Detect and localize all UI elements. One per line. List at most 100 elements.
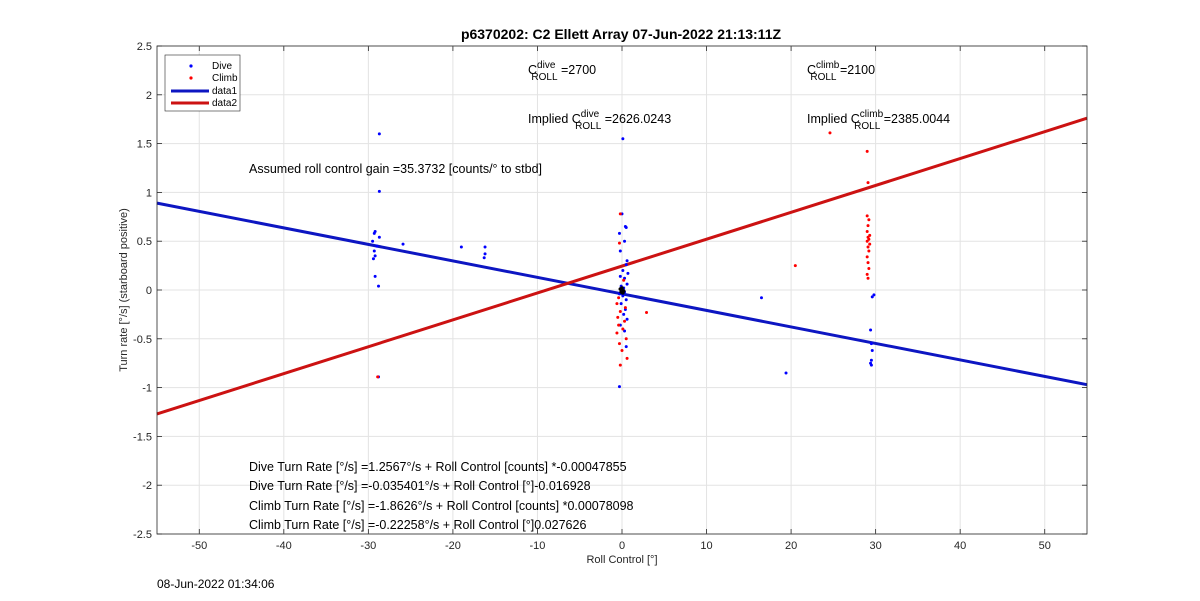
x-tick-label: 0	[619, 540, 625, 552]
climb-point	[376, 375, 380, 379]
climb-point	[618, 309, 622, 313]
climb-point	[867, 249, 871, 253]
dive-point	[373, 274, 377, 278]
y-tick-label: 1.5	[137, 139, 152, 151]
climb-point	[866, 276, 870, 280]
overlap-point	[619, 290, 623, 294]
grid	[157, 45, 1087, 535]
climb-point	[865, 229, 869, 233]
implied-dive-annotation: Implied Cdive ROLL =2626.0243	[528, 109, 671, 132]
dive-point	[869, 358, 873, 362]
dive-point	[617, 385, 621, 389]
legend-data2-label: data2	[212, 98, 237, 109]
climb-point	[625, 356, 629, 360]
legend-data1-label: data1	[212, 86, 237, 97]
dive-point	[459, 245, 463, 249]
axes-frame	[156, 45, 1088, 535]
x-tick-label: 30	[870, 540, 882, 552]
y-tick-label: 1	[146, 187, 152, 199]
climb-point	[622, 278, 626, 282]
dive-point	[371, 239, 375, 243]
climb-point	[865, 239, 869, 243]
y-tick-label: -1	[142, 383, 152, 395]
dive-point	[617, 231, 621, 235]
x-axis-label: Roll Control [°]	[586, 554, 657, 566]
legend-dive-label: Dive	[212, 61, 232, 72]
climb-point	[645, 310, 649, 314]
climb-point	[865, 272, 869, 276]
dive-point	[625, 259, 629, 263]
x-tick-label: 20	[785, 540, 797, 552]
y-axis-label: Turn rate [°/s] (starboard positive)	[118, 208, 130, 372]
dive-point	[872, 293, 876, 297]
climb-point	[623, 319, 627, 323]
dive-point	[373, 254, 377, 258]
dive-point	[784, 371, 788, 375]
dive-point	[760, 296, 763, 300]
legend-climb-label: Climb	[212, 73, 238, 84]
climb-point	[620, 349, 624, 353]
dive-point	[619, 302, 623, 306]
dive-point	[624, 226, 628, 230]
y-tick-label: 0	[146, 285, 152, 297]
climb-point	[865, 149, 869, 153]
dive-point	[626, 271, 630, 275]
legend-climb-marker	[189, 76, 193, 80]
dive-point	[377, 235, 381, 239]
climb-point	[618, 363, 622, 367]
climb-point	[866, 224, 870, 228]
y-tick-label: 2.5	[137, 41, 152, 53]
dive-equation-degrees: Dive Turn Rate [°/s] =-0.035401°/s + Rol…	[249, 479, 591, 493]
c-dive-annotation: Cdive ROLL =2700	[528, 60, 596, 83]
c-climb-annotation: Cclimb ROLL =2100	[807, 60, 875, 83]
dive-point	[623, 239, 627, 243]
climb-point	[617, 241, 621, 245]
dive-point	[482, 256, 486, 260]
climb-point	[865, 214, 869, 218]
climb-point	[866, 261, 870, 265]
dive-point	[371, 257, 375, 261]
dive-point	[401, 242, 405, 246]
scatter-points	[371, 131, 876, 389]
y-tick-label: -1.5	[133, 431, 152, 443]
dive-point	[869, 328, 873, 332]
x-tick-label: -20	[445, 540, 461, 552]
climb-equation-degrees: Climb Turn Rate [°/s] =-0.22258°/s + Rol…	[249, 518, 586, 532]
dive-point	[869, 363, 873, 367]
climb-point	[615, 331, 619, 335]
dive-point	[372, 249, 376, 253]
x-tick-label: -30	[360, 540, 376, 552]
climb-point	[617, 296, 621, 300]
dive-point	[377, 284, 381, 288]
y-tick-label: -2.5	[133, 529, 152, 541]
climb-point	[866, 181, 870, 185]
dive-point	[622, 312, 626, 316]
dive-point	[870, 295, 874, 299]
climb-point	[617, 323, 621, 327]
plot-area: -50 -40 -30 -20 -10 0 10 20 30 40 50 -2.5-2-1.5-1-…	[133, 41, 1088, 552]
x-tick-labels: -50 -40 -30 -20 -10 0 10 20 30 40 50	[191, 540, 1051, 552]
dive-point	[624, 298, 628, 302]
chart-title: p6370202: C2 Ellett Array 07-Jun-2022 21…	[461, 26, 782, 42]
roll-gain-annotation: Assumed roll control gain =35.3732 [coun…	[249, 162, 542, 176]
climb-point	[866, 245, 870, 249]
climb-point	[867, 267, 871, 271]
climb-point	[867, 218, 871, 222]
dive-point	[869, 342, 873, 346]
x-tick-label: -40	[276, 540, 292, 552]
y-tick-label: -2	[142, 480, 152, 492]
climb-point	[624, 337, 628, 341]
footer-timestamp: 08-Jun-2022 01:34:06	[157, 577, 275, 591]
dive-point	[483, 252, 487, 256]
climb-point	[616, 315, 620, 319]
x-tick-label: 50	[1039, 540, 1051, 552]
dive-point	[624, 345, 628, 349]
climb-point	[618, 212, 622, 216]
x-tick-label: -10	[530, 540, 546, 552]
climb-point	[868, 233, 872, 237]
y-tick-label: -0.5	[133, 334, 152, 346]
fit-line-data2	[156, 116, 1088, 416]
dive-point	[621, 294, 625, 298]
climb-point	[865, 255, 869, 259]
